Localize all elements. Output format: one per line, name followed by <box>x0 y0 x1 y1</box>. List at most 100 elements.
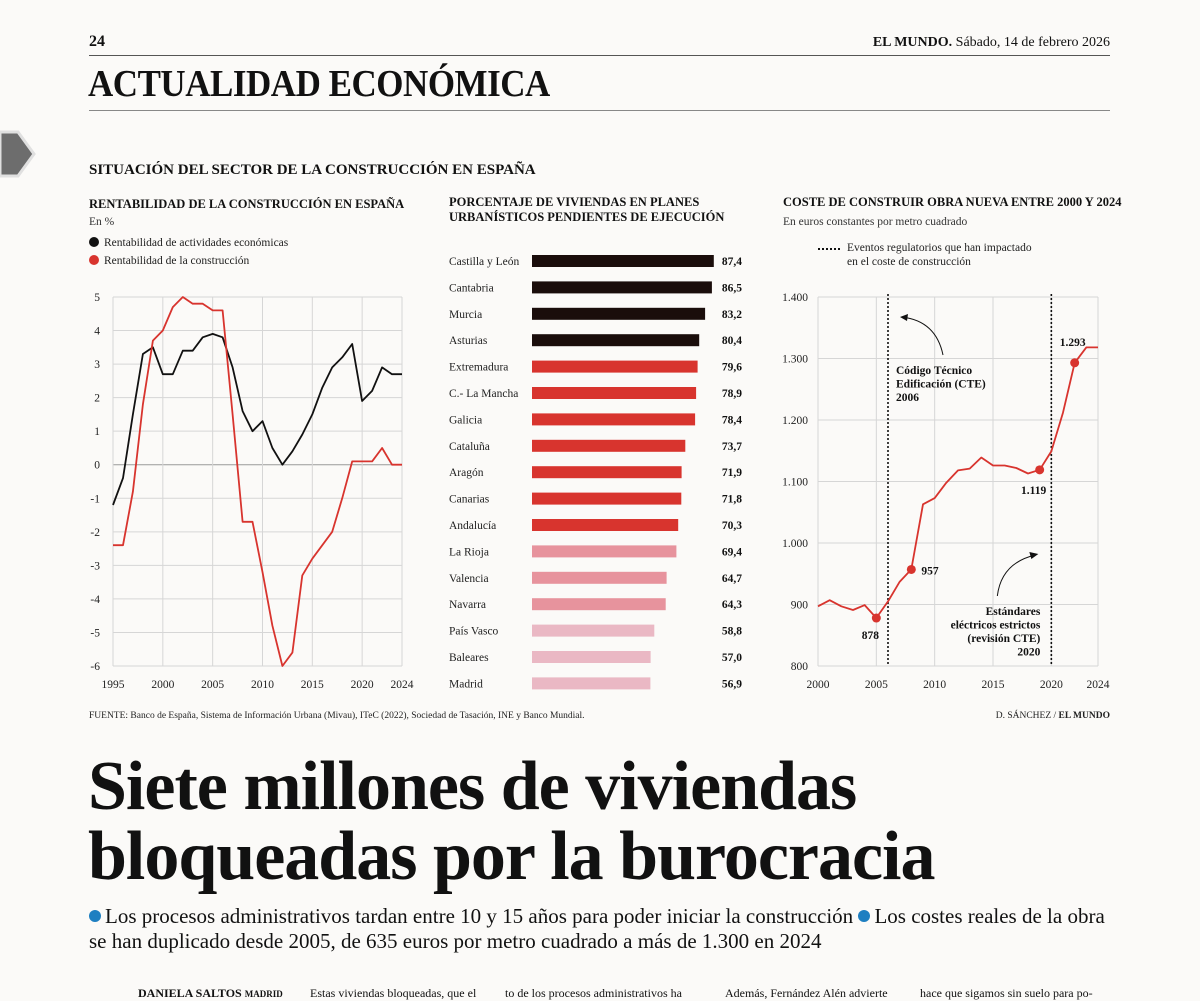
chart3-legend-line: Eventos regulatorios que han impactado <box>847 242 1032 254</box>
bar-category-label: Aragón <box>449 467 484 479</box>
event-annotation-line: Estándares <box>986 606 1041 618</box>
bar <box>532 624 655 637</box>
bar-category-label: Andalucía <box>449 520 496 532</box>
bar-category-label: Cataluña <box>449 441 490 453</box>
bullet-icon <box>858 910 871 922</box>
dateline: EL MUNDO. Sábado, 14 de febrero 2026 <box>873 35 1110 51</box>
y-tick-label: 1.300 <box>782 354 808 366</box>
bar-category-label: Castilla y León <box>449 256 520 268</box>
y-tick-label: 1.400 <box>782 292 808 304</box>
bar <box>532 519 679 531</box>
bar-value-label: 64,7 <box>722 573 742 585</box>
event-annotation-line: Código Técnico <box>896 365 972 377</box>
event-annotation-line: eléctricos estrictos <box>951 620 1041 632</box>
series-line-cost <box>817 346 1098 619</box>
highlight-point <box>1035 465 1045 475</box>
chart1-subtitle: En % <box>89 216 115 228</box>
bar <box>532 677 651 690</box>
bar <box>532 413 696 426</box>
highlight-point <box>871 613 881 623</box>
highlight-point <box>1070 358 1080 368</box>
legend-dot-black-icon <box>89 237 99 247</box>
bar <box>532 281 712 294</box>
chart3-legend-line: en el coste de construcción <box>847 256 971 268</box>
issue-date: Sábado, 14 de febrero 2026 <box>955 35 1110 50</box>
chart3-subtitle: En euros constantes por metro cuadrado <box>783 216 968 228</box>
bar-value-label: 58,8 <box>722 626 742 638</box>
event-annotation-line: 2006 <box>896 392 919 404</box>
arrowhead-icon <box>900 314 908 321</box>
housing-plans-bar-chart: Castilla y León 87,4 Cantabria 86,5 Murcia 83… <box>449 255 742 690</box>
bar-category-label: Madrid <box>449 678 483 690</box>
chart2-title-line: URBANÍSTICOS PENDIENTES DE EJECUCIÓN <box>449 210 725 224</box>
bar-category-label: Galicia <box>449 414 482 426</box>
graphic-supertitle: SITUACIÓN DEL SECTOR DE LA CONSTRUCCIÓN … <box>89 162 536 178</box>
bar <box>532 334 700 347</box>
x-tick-label: 2000 <box>807 679 830 691</box>
bar-category-label: La Rioja <box>449 546 489 558</box>
y-tick-label: 0 <box>94 460 100 472</box>
series-line-construction <box>113 296 402 667</box>
chart2-title: PORCENTAJE DE VIVIENDAS EN PLANES URBANÍS… <box>449 195 724 225</box>
point-label: 1.293 <box>1060 337 1086 349</box>
bar-value-label: 71,9 <box>722 467 742 479</box>
y-tick-label: 900 <box>791 600 809 612</box>
section-title: ACTUALIDAD ECONÓMICA <box>88 63 550 105</box>
bar-value-label: 87,4 <box>722 256 742 268</box>
x-tick-label: 2015 <box>301 679 324 691</box>
bar-category-label: País Vasco <box>449 626 499 638</box>
x-tick-label: 2024 <box>1087 679 1110 691</box>
construction-cost-line-chart: 1.400 1.300 1.200 1.100 1.000 900 800 2000 2005 2… <box>782 292 1110 691</box>
y-tick-label: -2 <box>90 527 100 539</box>
x-tick-label: 2020 <box>351 679 374 691</box>
y-tick-label: 1.000 <box>782 538 808 550</box>
body-text-column: Estas viviendas bloqueadas, que el <box>310 986 477 1000</box>
chart3-title: COSTE DE CONSTRUIR OBRA NUEVA ENTRE 2000… <box>783 195 1122 209</box>
annotation-arrow <box>901 316 944 356</box>
bar-category-label: Cantabria <box>449 282 494 294</box>
bar-value-label: 64,3 <box>722 599 742 611</box>
chart2-title-line: PORCENTAJE DE VIVIENDAS EN PLANES <box>449 195 700 209</box>
paper-name: EL MUNDO. <box>872 35 953 50</box>
header-rule <box>89 55 1110 56</box>
arrowhead-icon <box>1029 552 1039 559</box>
credit-paper: EL MUNDO <box>1058 711 1110 721</box>
body-text-column: hace que sigamos sin suelo para po- <box>920 986 1093 1000</box>
bar <box>532 255 714 267</box>
bar <box>532 307 706 320</box>
headline-line: bloqueadas por la burocracia <box>88 818 936 895</box>
page-number: 24 <box>89 33 105 50</box>
point-label: 1.119 <box>1021 485 1046 497</box>
headline-line: Siete millones de viviendas <box>88 748 857 825</box>
series-line-activities <box>112 333 402 506</box>
bar-category-label: C.- La Mancha <box>449 388 518 400</box>
x-tick-label: 2015 <box>982 679 1005 691</box>
bar-category-label: Valencia <box>449 573 489 585</box>
bar-value-label: 86,5 <box>722 282 742 294</box>
subhead-point-2: Los costes reales de la obra se han dupl… <box>89 904 1105 953</box>
bar-value-label: 56,9 <box>722 678 742 690</box>
legend-dot-red-icon <box>89 255 99 265</box>
bar <box>532 360 698 373</box>
x-tick-label: 2010 <box>923 679 946 691</box>
y-tick-label: -1 <box>90 493 100 505</box>
y-tick-label: 5 <box>94 292 100 304</box>
bar <box>532 387 697 399</box>
event-annotation-line: (revisión CTE) <box>967 633 1040 645</box>
x-tick-label: 2005 <box>865 679 888 691</box>
bar-value-label: 73,7 <box>722 441 742 453</box>
legend-label: Rentabilidad de actividades económicas <box>104 237 289 249</box>
point-label: 957 <box>921 565 939 577</box>
bar-value-label: 83,2 <box>722 309 742 321</box>
body-text-column: Además, Fernández Alén advierte <box>725 986 888 1000</box>
bar-value-label: 69,4 <box>722 546 742 558</box>
bar-value-label: 79,6 <box>722 362 742 374</box>
event-annotation-line: Edificación (CTE) <box>896 379 986 391</box>
y-tick-label: -3 <box>90 560 100 572</box>
byline-place: MADRID <box>244 989 283 999</box>
bar-value-label: 80,4 <box>722 335 742 347</box>
y-tick-label: 3 <box>94 359 100 371</box>
y-tick-label: 1 <box>94 426 100 438</box>
bar-category-label: Murcia <box>449 309 482 321</box>
chart3-legend: Eventos regulatorios que han impactado e… <box>818 241 1032 269</box>
